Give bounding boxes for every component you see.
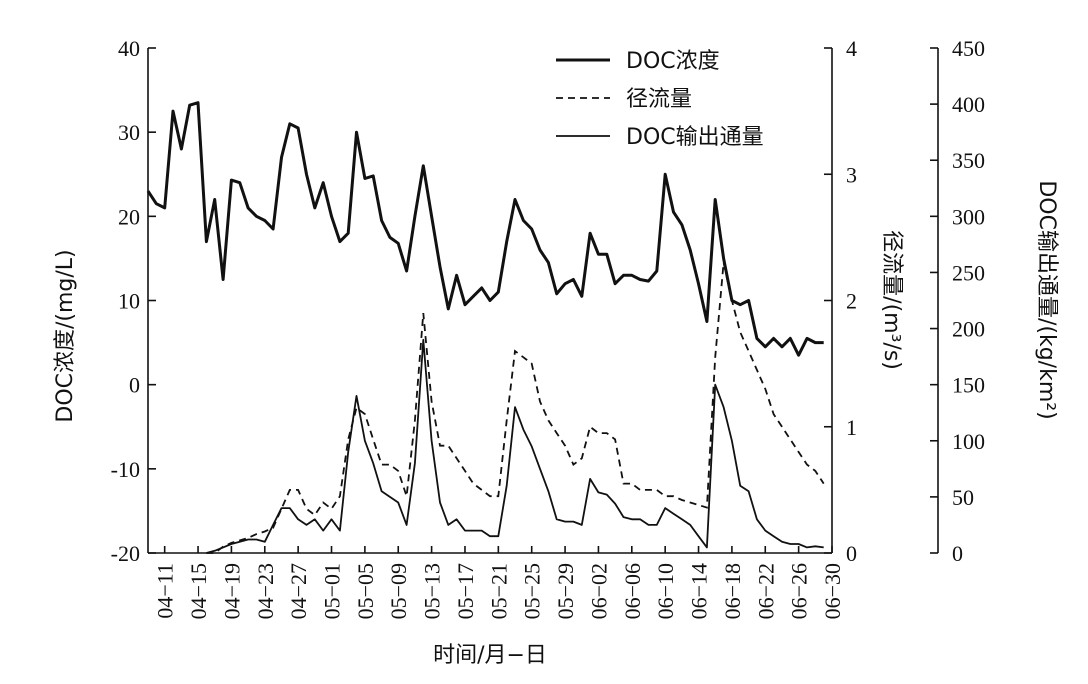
doc-concentration-series-line — [146, 101, 824, 357]
flux-axis-title: DOC输出通量/(kg/km²) — [1034, 180, 1059, 419]
flux-axis-tick-label: 150 — [952, 373, 985, 398]
runoff-axis-tick-label: 4 — [846, 36, 857, 61]
x-axis-tick-label: 06−10 — [653, 563, 678, 619]
flux-axis-tick-label: 450 — [952, 36, 985, 61]
x-axis-tick-label: 05−25 — [520, 563, 545, 619]
x-axis-tick-label: 04−19 — [219, 563, 244, 619]
x-axis-tick-label: 06−26 — [787, 563, 812, 619]
x-axis-tick-label: 05−01 — [320, 563, 345, 619]
left-axis-tick-label: -10 — [111, 457, 140, 482]
x-axis-tick-label: 04−27 — [286, 563, 311, 619]
x-axis-tick-label: 04−11 — [153, 563, 178, 619]
x-axis-tick-label: 06−18 — [720, 563, 745, 619]
flux-axis-tick-label: 0 — [952, 541, 963, 566]
x-axis-tick-label: 05−13 — [420, 563, 445, 619]
x-axis-title: 时间/月−日 — [433, 643, 547, 668]
flux-axis-tick-label: 100 — [952, 429, 985, 454]
flux-axis-tick-label: 250 — [952, 260, 985, 285]
flux-axis-tick-label: 300 — [952, 204, 985, 229]
runoff-legend-label: 径流量 — [626, 87, 692, 112]
x-axis-tick-label: 05−17 — [453, 563, 478, 619]
doc-flux-series-line — [206, 338, 824, 554]
flux-axis-tick-label: 50 — [952, 485, 974, 510]
runoff-axis-tick-label: 3 — [846, 162, 857, 187]
x-axis-tick-label: 06−30 — [820, 563, 845, 619]
left-axis-tick-label: 20 — [118, 204, 140, 229]
runoff-series-line — [206, 262, 825, 554]
runoff-axis-tick-label: 2 — [846, 289, 857, 314]
left-axis-tick-label: 30 — [118, 120, 140, 145]
doc-flux-legend-label: DOC输出通量 — [626, 125, 764, 150]
left-axis-tick-label: 0 — [129, 373, 140, 398]
left-axis-tick-label: -20 — [111, 541, 140, 566]
x-axis-tick-label: 05−21 — [486, 563, 511, 619]
x-axis-tick-label: 04−15 — [186, 563, 211, 619]
runoff-axis-title: 径流量/(m³/s) — [879, 230, 904, 370]
flux-axis-tick-label: 350 — [952, 148, 985, 173]
x-axis-tick-label: 06−14 — [687, 563, 712, 619]
x-axis-tick-label: 06−22 — [753, 563, 778, 619]
flux-axis-tick-label: 400 — [952, 92, 985, 117]
doc-concentration-legend-label: DOC浓度 — [626, 49, 720, 74]
series-group — [146, 101, 825, 554]
flux-axis-tick-label: 200 — [952, 317, 985, 342]
runoff-axis-tick-label: 1 — [846, 415, 857, 440]
runoff-axis-tick-label: 0 — [846, 541, 857, 566]
x-axis-tick-label: 06−06 — [620, 563, 645, 619]
x-axis-tick-label: 06−02 — [586, 563, 611, 619]
left-axis-tick-label: 40 — [118, 36, 140, 61]
x-axis-tick-label: 05−09 — [386, 563, 411, 619]
left-axis-tick-label: 10 — [118, 289, 140, 314]
x-axis-tick-label: 04−23 — [253, 563, 278, 619]
left-axis-title: DOC浓度/(mg/L) — [53, 249, 78, 422]
x-axis-tick-label: 05−29 — [553, 563, 578, 619]
x-axis-tick-label: 05−05 — [353, 563, 378, 619]
